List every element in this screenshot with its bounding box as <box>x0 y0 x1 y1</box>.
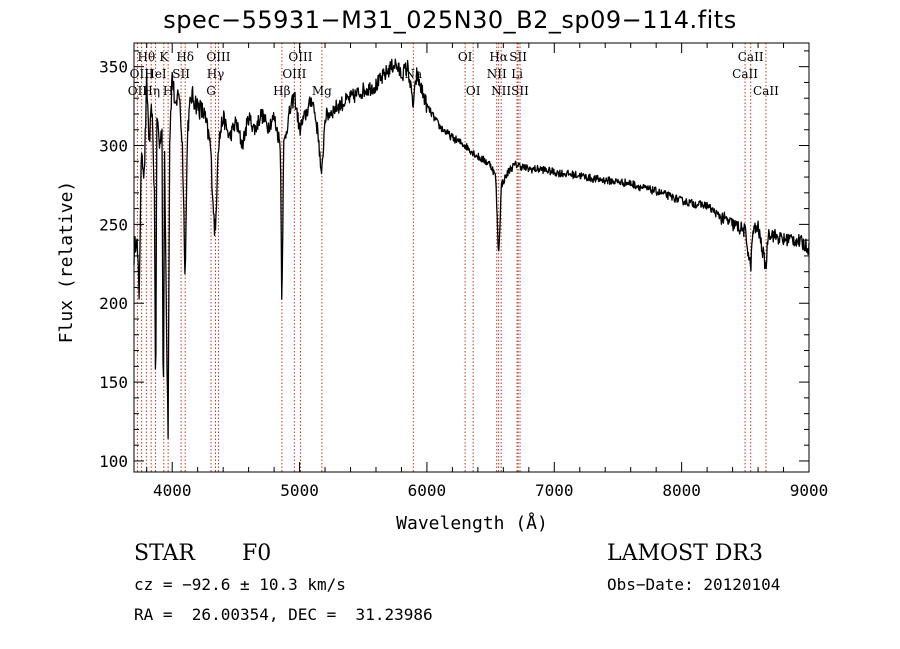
x-tick-label: 8000 <box>662 481 701 500</box>
spectral-line-label: SII <box>511 84 529 98</box>
y-tick-label: 250 <box>99 215 128 234</box>
x-axis-label: Wavelength (Å) <box>396 512 548 534</box>
spectral-line-label: SII <box>509 50 527 64</box>
x-tick-label: 5000 <box>280 481 319 500</box>
chart-title: spec−55931−M31_025N30_B2_sp09−114.fits <box>163 6 737 34</box>
y-tick-label: 150 <box>99 373 128 392</box>
spectral-line-label: Mg <box>312 84 332 98</box>
survey-name: LAMOST DR3 <box>607 541 763 566</box>
spectral-line-label: NII <box>491 84 511 98</box>
spectral-line-label: Hθ <box>138 50 156 64</box>
ra-dec: RA = 26.00354, DEC = 31.23986 <box>134 605 433 624</box>
spectral-line-label: HeI <box>144 67 167 81</box>
spectral-line-label: G <box>206 84 216 98</box>
line-markers <box>136 43 767 472</box>
x-tick-label: 9000 <box>790 481 829 500</box>
spectral-line-label: Hδ <box>176 50 194 64</box>
spectral-line-label: Li <box>511 67 523 81</box>
x-axis-ticks: 4000 5000 6000 7000 8000 9000 <box>146 43 829 500</box>
line-labels: OII OIII Hθ Hη HeI K H SII Hδ G Hγ OIII Hβ OIII OIII Mg… <box>128 50 779 98</box>
spectral-line-label: OIII <box>130 67 154 81</box>
plot-frame <box>133 42 810 473</box>
redshift-value: cz = −92.6 ± 10.3 km/s <box>134 575 346 594</box>
spectral-line-label: OI <box>458 50 473 64</box>
spectral-line-label: CaII <box>753 84 779 98</box>
x-tick-label: 7000 <box>535 481 574 500</box>
spectral-line-label: NII <box>487 67 507 81</box>
spectral-line-label: K <box>159 50 169 64</box>
object-subclass: F0 <box>242 541 272 566</box>
spectral-line-label: Hα <box>489 50 508 64</box>
spectral-line-label: OIII <box>282 67 306 81</box>
y-tick-label: 100 <box>99 452 128 471</box>
y-tick-label: 350 <box>99 58 128 77</box>
spectral-line-label: CaII <box>738 50 764 64</box>
y-tick-label: 200 <box>99 294 128 313</box>
spectral-line-label: H <box>163 84 173 98</box>
obs-date: Obs−Date: 20120104 <box>607 575 781 594</box>
spectral-line-label: Hη <box>142 84 160 98</box>
y-tick-label: 300 <box>99 137 128 156</box>
object-class: STAR <box>134 541 195 566</box>
spectral-line-label: OIII <box>206 50 230 64</box>
spectrum-line <box>133 58 810 439</box>
x-tick-label: 4000 <box>153 481 192 500</box>
spectral-line-label: Na <box>404 67 422 81</box>
x-tick-label: 6000 <box>408 481 447 500</box>
spectral-line-label: OI <box>466 84 481 98</box>
y-axis-ticks: 100 150 200 250 300 350 <box>99 50 809 471</box>
spectral-line-label: Hγ <box>207 67 225 81</box>
spectral-line-label: CaII <box>732 67 758 81</box>
spectral-line-label: SII <box>172 67 190 81</box>
spectral-line-label: OIII <box>288 50 312 64</box>
spectral-line-label: Hβ <box>273 84 290 98</box>
spectral-line-label: OII <box>128 84 148 98</box>
y-axis-label: Flux (relative) <box>56 181 77 344</box>
